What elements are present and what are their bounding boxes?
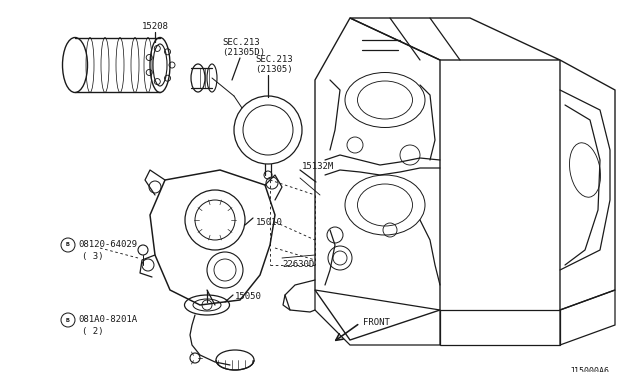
Text: SEC.213: SEC.213 [222,38,260,47]
Text: 15050: 15050 [235,292,262,301]
Text: (21305): (21305) [255,65,292,74]
Text: SEC.213: SEC.213 [255,55,292,64]
Text: 15010: 15010 [256,218,283,227]
Text: 15208: 15208 [141,22,168,31]
Text: 15132M: 15132M [302,162,334,171]
Text: 081A0-8201A: 081A0-8201A [78,315,137,324]
Text: B: B [66,243,70,247]
Text: ( 2): ( 2) [82,327,104,336]
Text: ( 3): ( 3) [82,252,104,261]
Text: 22630D: 22630D [282,260,314,269]
Text: B: B [66,317,70,323]
Text: J15000A6: J15000A6 [570,367,610,372]
Text: (21305D): (21305D) [222,48,265,57]
Text: 08120-64029: 08120-64029 [78,240,137,249]
Text: FRONT: FRONT [363,318,390,327]
